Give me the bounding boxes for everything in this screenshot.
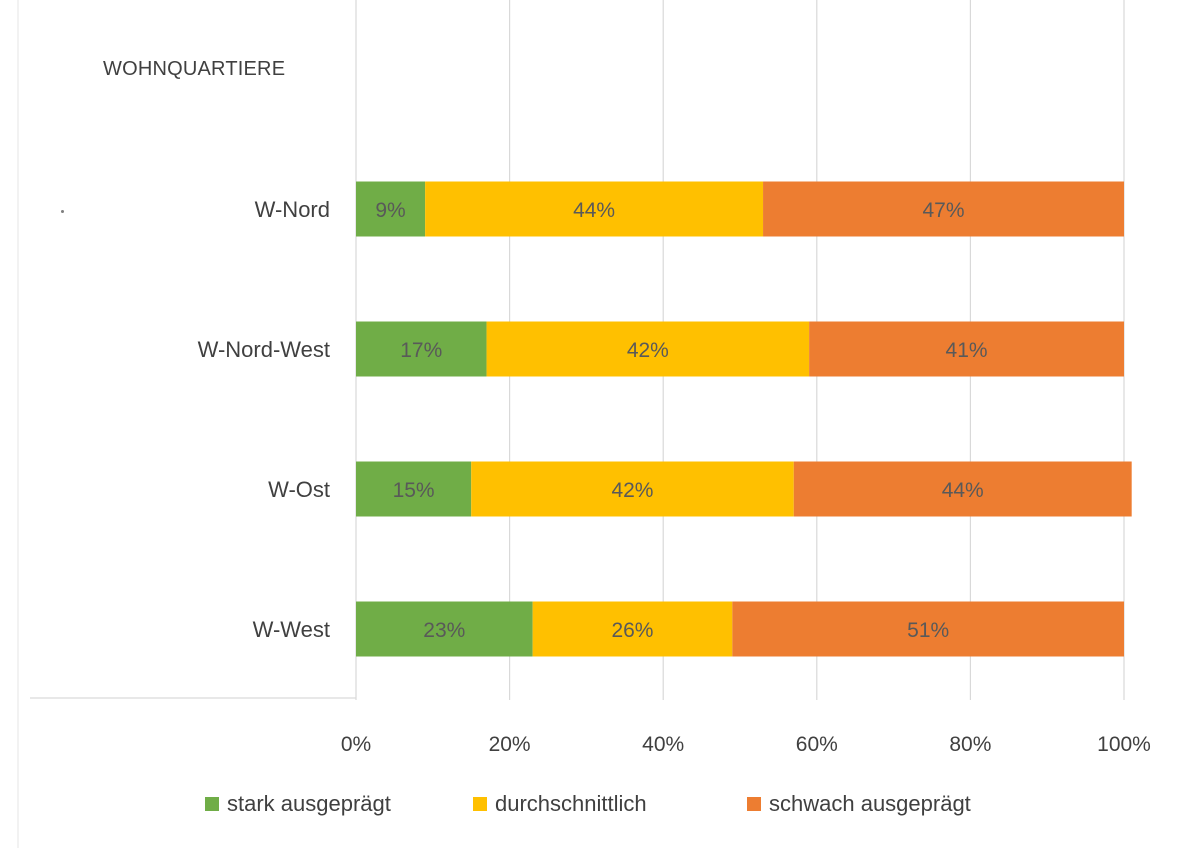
legend-swatch-stark bbox=[205, 797, 219, 811]
axes bbox=[17, 0, 357, 848]
bar-1-1 bbox=[486, 321, 810, 377]
bar-2-2 bbox=[793, 461, 1132, 517]
data-label-1-1: 42% bbox=[627, 339, 669, 362]
bar-2-0 bbox=[763, 181, 1124, 237]
category-labels: W-Nord W-Nord-West W-Ost W-West bbox=[198, 197, 330, 642]
data-label-0-1: 17% bbox=[400, 339, 442, 362]
legend-label-schwach: schwach ausgeprägt bbox=[769, 791, 971, 816]
data-label-1-2: 42% bbox=[611, 479, 653, 502]
chart-title-text: WOHNQUARTIERE bbox=[103, 58, 286, 80]
bar-0-1 bbox=[356, 321, 487, 377]
legend-item-durchschnittlich: durchschnittlich bbox=[473, 788, 647, 820]
legend-label-stark: stark ausgeprägt bbox=[227, 791, 391, 816]
bars: 9% 44% 47% 17% 42% 41% 15% 42% 44% 23% 26% 51% bbox=[356, 181, 1132, 657]
category-label-2: W-Ost bbox=[268, 477, 330, 502]
x-tick-label-1: 20% bbox=[489, 733, 531, 756]
data-label-0-3: 23% bbox=[423, 619, 465, 642]
bar-0-2 bbox=[356, 461, 472, 517]
legend: stark ausgeprägt durchschnittlich schwac… bbox=[0, 788, 1182, 820]
stray-mark bbox=[61, 210, 64, 213]
legend-swatch-durchschnittlich bbox=[473, 797, 487, 811]
category-label-1: W-Nord-West bbox=[198, 337, 330, 362]
data-label-2-2: 44% bbox=[942, 479, 984, 502]
x-tick-labels: 0% 20% 40% 60% 80% 100% bbox=[341, 733, 1151, 756]
category-label-0: W-Nord bbox=[255, 197, 330, 222]
data-label-1-0: 44% bbox=[573, 199, 615, 222]
bar-2-1 bbox=[809, 321, 1124, 377]
x-tick-label-2: 40% bbox=[642, 733, 684, 756]
category-label-3: W-West bbox=[253, 617, 330, 642]
data-label-2-1: 41% bbox=[946, 339, 988, 362]
data-label-2-0: 47% bbox=[923, 199, 965, 222]
x-tick-label-5: 100% bbox=[1097, 733, 1151, 756]
x-tick-label-4: 80% bbox=[949, 733, 991, 756]
legend-label-durchschnittlich: durchschnittlich bbox=[495, 791, 647, 816]
legend-swatch-schwach bbox=[747, 797, 761, 811]
bar-1-2 bbox=[471, 461, 794, 517]
legend-item-schwach: schwach ausgeprägt bbox=[747, 788, 971, 820]
data-label-2-3: 51% bbox=[907, 619, 949, 642]
legend-item-stark: stark ausgeprägt bbox=[205, 788, 391, 820]
data-label-0-0: 9% bbox=[375, 199, 405, 222]
data-label-0-2: 15% bbox=[393, 479, 435, 502]
bar-2-3 bbox=[732, 601, 1124, 657]
bar-1-0 bbox=[425, 181, 764, 237]
x-tick-label-0: 0% bbox=[341, 733, 371, 756]
bar-1-3 bbox=[532, 601, 733, 657]
data-label-1-3: 26% bbox=[611, 619, 653, 642]
bar-0-3 bbox=[356, 601, 533, 657]
x-tick-label-3: 60% bbox=[796, 733, 838, 756]
bar-0-0 bbox=[356, 181, 426, 237]
